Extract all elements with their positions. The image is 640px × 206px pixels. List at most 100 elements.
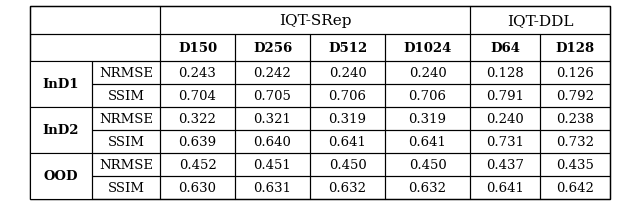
Bar [92, 108, 160, 130]
Bar [310, 153, 385, 176]
Bar [385, 35, 470, 62]
Text: 0.126: 0.126 [556, 67, 594, 80]
Text: NRMSE: NRMSE [99, 67, 153, 80]
Text: 0.322: 0.322 [179, 112, 216, 125]
Text: 0.319: 0.319 [328, 112, 367, 125]
Text: 0.452: 0.452 [179, 158, 216, 171]
Bar [540, 176, 610, 199]
Bar [470, 35, 540, 62]
Bar [235, 62, 310, 85]
Bar [30, 108, 92, 153]
Bar [160, 35, 235, 62]
Text: NRMSE: NRMSE [99, 112, 153, 125]
Bar [160, 153, 235, 176]
Text: IQT-SRep: IQT-SRep [279, 14, 351, 28]
Text: D512: D512 [328, 42, 367, 55]
Bar [235, 85, 310, 108]
Text: 0.238: 0.238 [556, 112, 594, 125]
Bar [235, 153, 310, 176]
Text: D256: D256 [253, 42, 292, 55]
Bar [160, 130, 235, 153]
Text: 0.706: 0.706 [408, 90, 447, 103]
Bar [385, 62, 470, 85]
Bar [160, 176, 235, 199]
Text: 0.640: 0.640 [253, 135, 291, 148]
Text: 0.641: 0.641 [408, 135, 447, 148]
Text: 0.641: 0.641 [328, 135, 367, 148]
Bar [385, 176, 470, 199]
Bar [30, 153, 92, 199]
Text: 0.450: 0.450 [328, 158, 366, 171]
Text: 0.451: 0.451 [253, 158, 291, 171]
Text: 0.706: 0.706 [328, 90, 367, 103]
Bar [310, 62, 385, 85]
Bar [160, 108, 235, 130]
Bar [385, 130, 470, 153]
Bar [30, 7, 160, 35]
Text: 0.631: 0.631 [253, 181, 291, 194]
Bar [160, 7, 470, 35]
Text: SSIM: SSIM [108, 90, 145, 103]
Text: 0.632: 0.632 [328, 181, 367, 194]
Text: SSIM: SSIM [108, 181, 145, 194]
Bar [540, 35, 610, 62]
Bar [470, 85, 540, 108]
Bar [385, 85, 470, 108]
Text: OOD: OOD [44, 170, 78, 183]
Bar [385, 108, 470, 130]
Bar [92, 130, 160, 153]
Text: 0.630: 0.630 [179, 181, 216, 194]
Text: 0.128: 0.128 [486, 67, 524, 80]
Text: 0.240: 0.240 [486, 112, 524, 125]
Bar [235, 176, 310, 199]
Text: 0.243: 0.243 [179, 67, 216, 80]
Text: 0.704: 0.704 [179, 90, 216, 103]
Bar [92, 176, 160, 199]
Bar [540, 62, 610, 85]
Bar [92, 85, 160, 108]
Bar [470, 62, 540, 85]
Text: D64: D64 [490, 42, 520, 55]
Text: D1024: D1024 [403, 42, 452, 55]
Text: InD2: InD2 [43, 124, 79, 137]
Bar [160, 62, 235, 85]
Bar [540, 108, 610, 130]
Bar [92, 62, 160, 85]
Text: 0.641: 0.641 [486, 181, 524, 194]
Text: NRMSE: NRMSE [99, 158, 153, 171]
Text: 0.319: 0.319 [408, 112, 447, 125]
Bar [92, 153, 160, 176]
Text: 0.240: 0.240 [408, 67, 446, 80]
Text: 0.435: 0.435 [556, 158, 594, 171]
Text: 0.732: 0.732 [556, 135, 594, 148]
Text: 0.242: 0.242 [253, 67, 291, 80]
Text: 0.321: 0.321 [253, 112, 291, 125]
Text: 0.705: 0.705 [253, 90, 291, 103]
Text: D128: D128 [556, 42, 595, 55]
Bar [540, 153, 610, 176]
Text: SSIM: SSIM [108, 135, 145, 148]
Bar [235, 35, 310, 62]
Text: 0.240: 0.240 [328, 67, 366, 80]
Text: 0.437: 0.437 [486, 158, 524, 171]
Text: 0.632: 0.632 [408, 181, 447, 194]
Text: IQT-DDL: IQT-DDL [507, 14, 573, 28]
Bar [310, 85, 385, 108]
Bar [30, 62, 92, 108]
Bar [470, 176, 540, 199]
Bar [160, 85, 235, 108]
Bar [30, 35, 160, 62]
Text: D150: D150 [178, 42, 217, 55]
Bar [470, 130, 540, 153]
Text: 0.639: 0.639 [179, 135, 216, 148]
Bar [310, 130, 385, 153]
Bar [310, 35, 385, 62]
Bar [310, 108, 385, 130]
Bar [385, 153, 470, 176]
Text: InD1: InD1 [43, 78, 79, 91]
Bar [235, 130, 310, 153]
Bar [540, 85, 610, 108]
Text: 0.450: 0.450 [408, 158, 446, 171]
Bar [310, 176, 385, 199]
Text: 0.791: 0.791 [486, 90, 524, 103]
